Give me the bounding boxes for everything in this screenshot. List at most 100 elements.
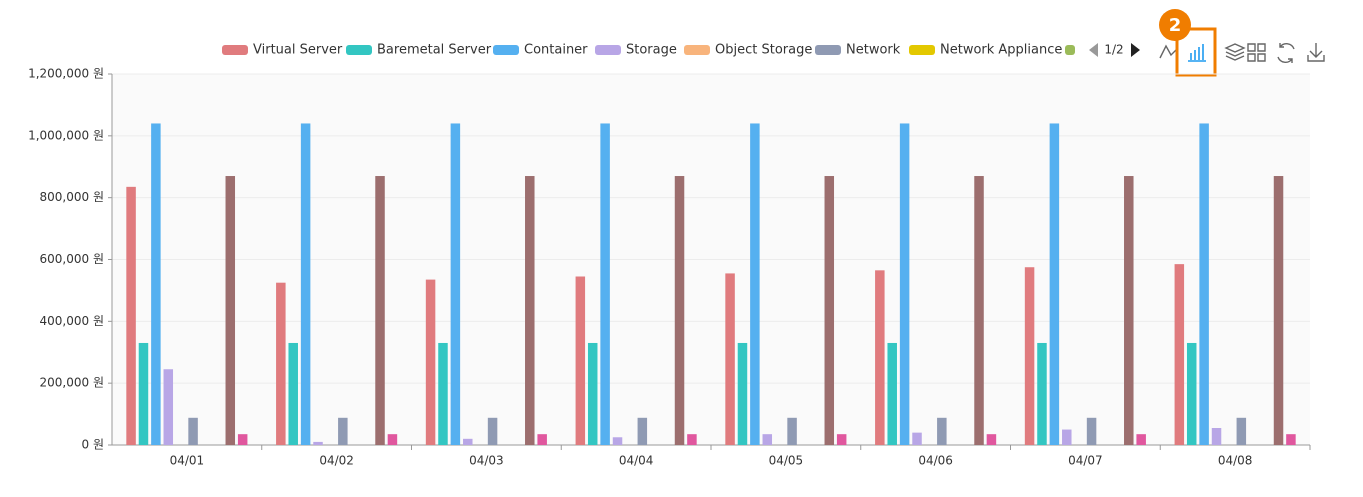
bar <box>1174 264 1185 445</box>
bar <box>974 176 984 445</box>
x-tick-label: 04/03 <box>469 454 504 468</box>
bar <box>438 342 448 445</box>
bar <box>899 123 910 445</box>
bar <box>1286 434 1296 445</box>
bar <box>1024 267 1035 445</box>
bar <box>1062 429 1072 445</box>
bar <box>537 434 547 445</box>
y-tick-label: 200,000 원 <box>40 376 104 390</box>
bar <box>300 123 311 445</box>
bar <box>375 176 385 445</box>
x-tick-label: 04/05 <box>769 454 804 468</box>
legend-label: Object Storage <box>715 43 812 58</box>
bar <box>750 123 760 445</box>
grid-icon[interactable] <box>1247 43 1266 62</box>
y-tick-label: 1,200,000 원 <box>28 67 104 81</box>
bar <box>1086 417 1097 445</box>
bar <box>276 282 286 445</box>
bar <box>912 432 922 445</box>
bar <box>600 123 610 445</box>
bar <box>151 123 161 445</box>
bar <box>138 342 149 445</box>
y-tick-label: 1,000,000 원 <box>28 128 104 142</box>
badge <box>1159 9 1191 41</box>
download-icon[interactable] <box>1307 43 1325 62</box>
bar <box>1124 176 1134 445</box>
legend-page: 1/2 <box>1104 43 1123 57</box>
bar <box>762 434 773 445</box>
legend-swatch <box>595 45 621 55</box>
bar <box>687 434 697 445</box>
bar <box>163 369 174 445</box>
toolbar <box>1159 43 1325 63</box>
legend-label: Network <box>846 43 901 58</box>
bar <box>725 273 735 445</box>
bar <box>463 438 473 445</box>
y-tick-label: 400,000 원 <box>40 314 104 328</box>
y-tick-label: 800,000 원 <box>40 190 104 204</box>
bar <box>1136 434 1146 445</box>
legend-swatch <box>909 45 935 55</box>
bar <box>487 417 498 445</box>
bar <box>126 186 136 446</box>
bar <box>225 176 236 445</box>
bar <box>1186 342 1197 445</box>
bar <box>587 342 598 445</box>
bar <box>836 434 847 445</box>
legend-label: Storage <box>626 43 677 58</box>
x-tick-label: 04/01 <box>170 454 205 468</box>
bar <box>737 342 748 445</box>
bar <box>188 417 198 445</box>
bar <box>387 434 398 445</box>
legend-next[interactable] <box>1131 43 1140 57</box>
bar <box>1049 123 1060 445</box>
bar <box>525 176 535 445</box>
legend-swatch <box>815 45 841 55</box>
bar-chart-icon[interactable] <box>1188 44 1206 62</box>
bar <box>1211 427 1222 445</box>
x-tick-label: 04/08 <box>1218 454 1253 468</box>
bar <box>1273 176 1284 445</box>
legend-swatch <box>1065 45 1075 55</box>
legend-label: Network Appliance <box>940 43 1062 58</box>
legend-label: Container <box>524 43 588 58</box>
stack-icon[interactable] <box>1224 43 1246 61</box>
bar <box>237 434 248 445</box>
bar <box>612 437 623 445</box>
legend-swatch <box>493 45 519 55</box>
x-tick-label: 04/04 <box>619 454 654 468</box>
bar <box>937 417 947 445</box>
bar <box>637 417 648 445</box>
legend-swatch <box>222 45 248 55</box>
badge-label: 2 <box>1169 15 1182 36</box>
bar <box>1236 417 1247 445</box>
x-tick-label: 04/06 <box>918 454 953 468</box>
x-tick-label: 04/07 <box>1068 454 1103 468</box>
line-chart-icon[interactable] <box>1159 44 1177 59</box>
bar <box>1199 123 1209 445</box>
bar <box>288 342 298 445</box>
bar <box>1037 342 1047 445</box>
bar <box>313 441 323 445</box>
legend-label: Virtual Server <box>253 43 343 58</box>
legend-swatch <box>684 45 710 55</box>
y-tick-label: 0 원 <box>82 438 105 452</box>
bar <box>787 417 797 445</box>
highlight-box <box>1175 27 1217 77</box>
bar <box>450 123 461 445</box>
bar <box>674 176 685 445</box>
bar <box>986 434 997 445</box>
legend-label: Baremetal Server <box>377 43 492 58</box>
x-tick-label: 04/02 <box>319 454 354 468</box>
legend-swatch <box>346 45 372 55</box>
bar <box>875 270 885 445</box>
y-tick-label: 600,000 원 <box>40 252 104 266</box>
bar <box>425 279 436 445</box>
bar <box>575 276 586 445</box>
bar <box>338 417 348 445</box>
legend-prev[interactable] <box>1089 43 1098 57</box>
bar <box>887 342 897 445</box>
bar <box>824 176 835 445</box>
refresh-icon[interactable] <box>1277 43 1295 63</box>
